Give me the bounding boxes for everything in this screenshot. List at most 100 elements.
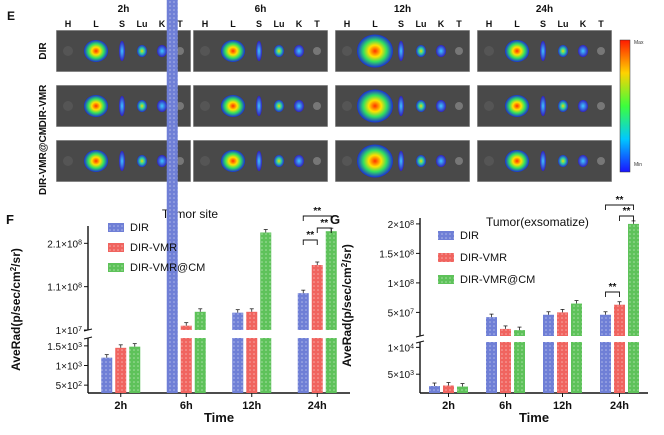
chart-title: Tumor(exsomatize)	[486, 215, 589, 229]
bar-texture	[180, 338, 192, 393]
organ-blob-L	[84, 95, 108, 117]
legend-swatch-texture	[438, 253, 454, 262]
organ-blob-H	[342, 46, 352, 56]
significance-bracket	[302, 215, 332, 221]
organ-blob-T	[176, 102, 184, 110]
organ-blob-L	[221, 40, 245, 62]
y-tick-label: 1.5×108	[379, 249, 414, 261]
organ-label-H: H	[202, 19, 209, 29]
organ-blob-S	[540, 41, 546, 61]
organ-blob-Lu	[137, 100, 147, 112]
organ-label-T: T	[314, 19, 320, 29]
bar-texture	[101, 357, 113, 393]
organ-blob-Lu	[274, 155, 284, 167]
organ-label-Lu: Lu	[274, 19, 285, 29]
organ-blob-L	[221, 95, 245, 117]
panel-e-letter: E	[7, 9, 15, 23]
bar-texture	[557, 342, 568, 393]
organ-label-Lu: Lu	[558, 19, 569, 29]
significance-label: **	[609, 282, 617, 293]
organ-blob-S	[398, 151, 404, 171]
organ-blob-K	[157, 100, 167, 112]
x-axis-label: Time	[519, 410, 549, 425]
organ-label-L: L	[93, 19, 99, 29]
bar-texture	[311, 338, 323, 393]
significance-bracket	[619, 215, 634, 221]
significance-bracket	[316, 227, 332, 233]
organ-blob-S	[540, 96, 546, 116]
colorbar-max-label: Max	[634, 40, 644, 46]
bar-texture	[311, 265, 323, 330]
organ-label-L: L	[514, 19, 520, 29]
organ-blob-L	[84, 40, 108, 62]
organ-blob-K	[578, 45, 588, 57]
organ-blob-Lu	[558, 45, 568, 57]
axis-break-mark	[415, 340, 425, 344]
bar-texture	[232, 312, 244, 330]
bar-texture	[514, 330, 525, 336]
legend-label-DIR: DIR	[460, 230, 479, 242]
organ-blob-T	[313, 157, 321, 165]
x-tick-label-6h: 6h	[499, 400, 512, 412]
organ-blob-K	[578, 155, 588, 167]
significance-label: **	[306, 230, 314, 241]
timepoint-label-6h: 6h	[255, 4, 267, 15]
organ-blob-T	[313, 47, 321, 55]
bar-texture	[571, 303, 582, 336]
organ-label-K: K	[296, 19, 303, 29]
organ-blob-Lu	[416, 45, 426, 57]
x-tick-label-6h: 6h	[180, 400, 193, 412]
organ-blob-K	[294, 100, 304, 112]
bar-texture	[457, 386, 468, 393]
bar-texture	[486, 342, 497, 393]
legend-swatch-texture	[108, 243, 124, 252]
bar-texture	[543, 342, 554, 393]
organ-label-H: H	[344, 19, 351, 29]
organ-blob-T	[597, 157, 605, 165]
organ-label-Lu: Lu	[416, 19, 427, 29]
y-tick-label: 2.1×108	[47, 239, 82, 251]
organ-blob-L	[357, 34, 393, 68]
bar-texture	[194, 338, 206, 393]
organ-blob-H	[342, 156, 352, 166]
legend-label-DIR-VMR: DIR-VMR	[130, 242, 177, 254]
organ-label-Lu: Lu	[137, 19, 148, 29]
row-label-DIR: DIR	[38, 42, 49, 60]
organ-blob-S	[119, 151, 125, 171]
organ-blob-S	[540, 151, 546, 171]
organ-label-S: S	[256, 19, 262, 29]
bar-texture	[246, 338, 258, 393]
organ-label-T: T	[456, 19, 462, 29]
organ-blob-K	[578, 100, 588, 112]
bar-texture	[628, 223, 639, 336]
organ-blob-T	[313, 102, 321, 110]
bar-texture	[500, 328, 511, 336]
y-tick-label: 1.1×108	[47, 282, 82, 294]
timepoint-label-24h: 24h	[536, 4, 553, 15]
timepoint-label-12h: 12h	[394, 4, 411, 15]
legend-label-DIR-VMR: DIR-VMR	[460, 252, 507, 264]
panel-e-imaging: E 2h H L S Lu K T 6h H L S Lu K T 12h H L S Lu K T 24h H L S Lu K T D…	[7, 4, 644, 195]
organ-blob-H	[63, 156, 73, 166]
organ-label-K: K	[159, 19, 166, 29]
organ-blob-K	[294, 45, 304, 57]
organ-label-T: T	[598, 19, 604, 29]
imaging-cell	[192, 29, 329, 73]
bar-texture	[543, 314, 554, 336]
organ-blob-Lu	[416, 155, 426, 167]
organ-blob-Lu	[274, 45, 284, 57]
timepoint-label-2h: 2h	[118, 4, 130, 15]
panel-letter: F	[6, 212, 14, 227]
bar-texture	[260, 338, 272, 393]
organ-blob-H	[484, 46, 494, 56]
legend-swatch-texture	[438, 231, 454, 240]
bar-texture	[557, 312, 568, 336]
bar-texture	[325, 231, 337, 330]
y-tick-label: 5×107	[388, 308, 415, 320]
organ-blob-S	[119, 41, 125, 61]
organ-blob-S	[119, 96, 125, 116]
organ-blob-Lu	[558, 155, 568, 167]
y-tick-label: 1×107	[56, 326, 83, 338]
legend-swatch-texture	[438, 275, 454, 284]
organ-blob-L	[357, 89, 393, 123]
